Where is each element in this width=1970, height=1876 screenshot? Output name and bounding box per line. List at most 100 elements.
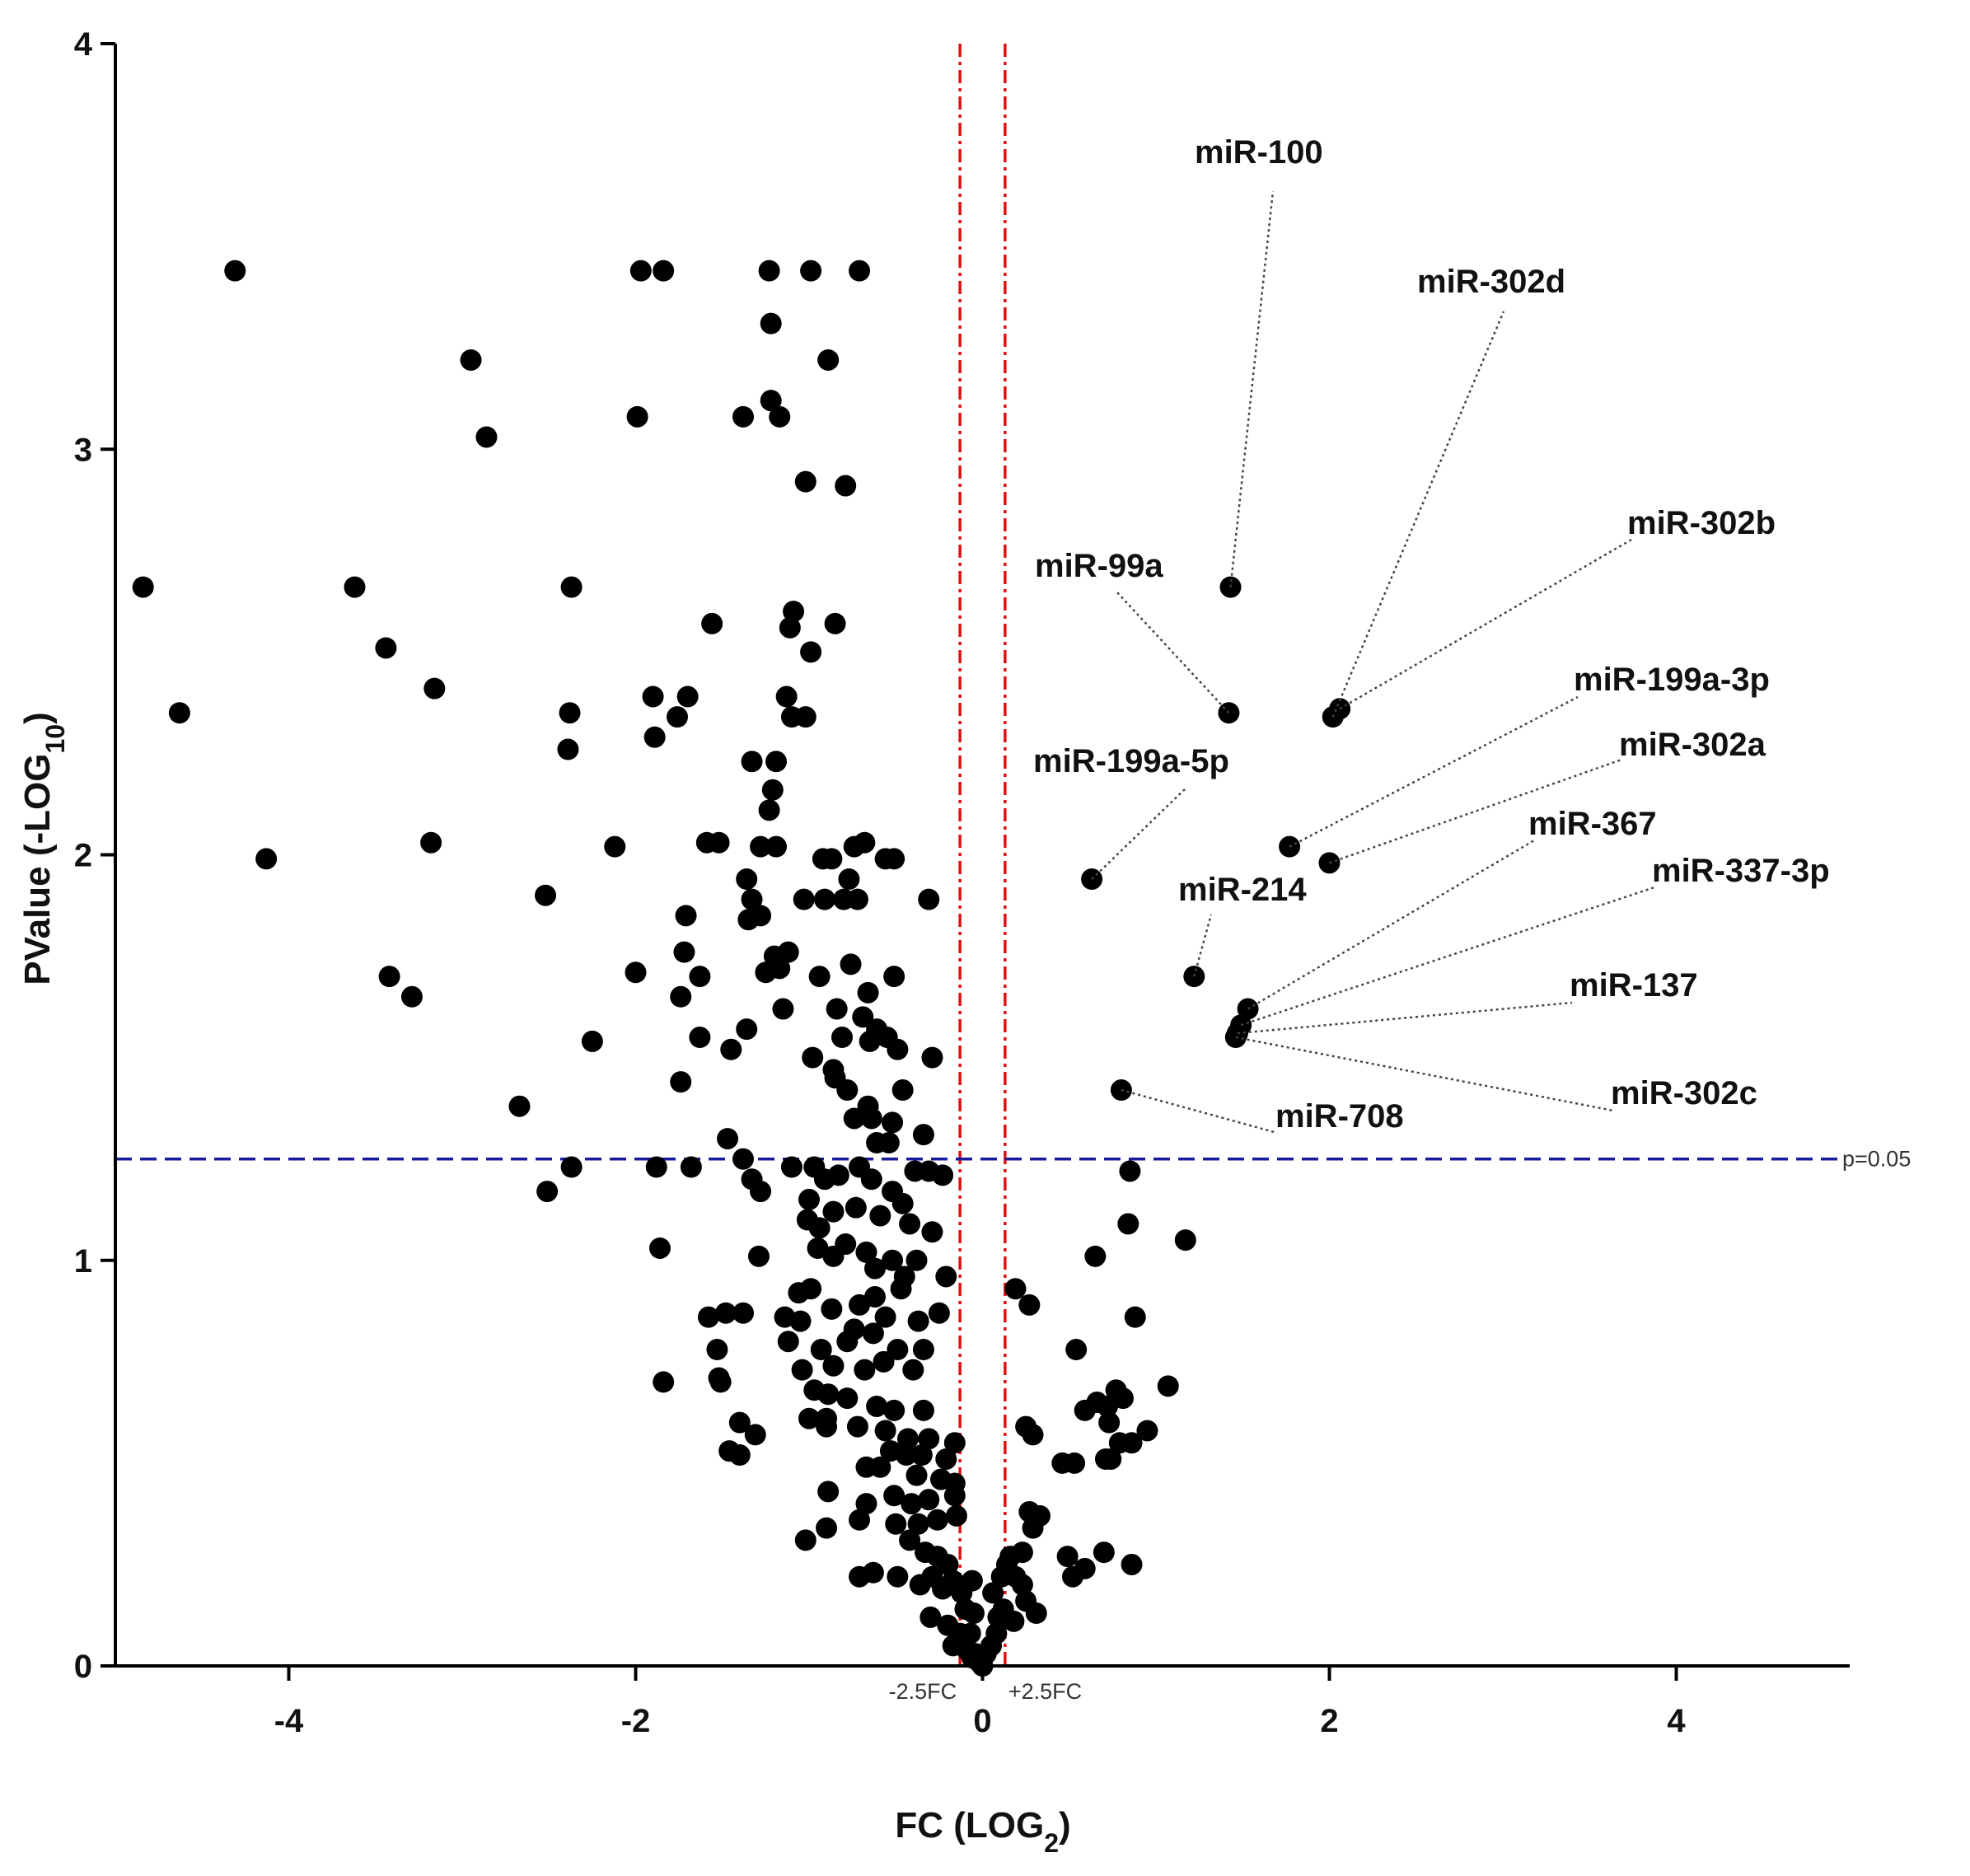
leader-line	[1235, 1036, 1614, 1112]
data-point	[1136, 1420, 1158, 1442]
x-tick-label: 4	[1667, 1703, 1686, 1739]
data-point	[882, 1111, 904, 1134]
data-point	[937, 1553, 959, 1575]
data-point	[902, 1359, 924, 1381]
data-point	[935, 1265, 957, 1288]
data-point	[653, 1371, 675, 1393]
data-point	[912, 1339, 934, 1361]
data-point	[846, 1415, 868, 1438]
x-tick-label: -2	[621, 1703, 651, 1739]
data-point	[821, 848, 843, 870]
data-point	[750, 1181, 772, 1203]
data-point	[1028, 1504, 1051, 1527]
data-point	[885, 1513, 907, 1535]
data-point	[765, 751, 788, 773]
data-point	[780, 1156, 803, 1178]
data-point	[866, 1131, 888, 1153]
data-point	[132, 576, 154, 598]
data-point	[736, 1018, 758, 1041]
data-point	[874, 1306, 896, 1328]
leader-line	[1247, 839, 1535, 1010]
annotation-label: miR-302c	[1611, 1075, 1757, 1111]
data-point	[887, 1038, 909, 1060]
fc-low-threshold-label: -2.5FC	[889, 1679, 957, 1704]
data-point	[777, 1331, 799, 1353]
data-point	[653, 260, 675, 282]
data-point	[866, 1395, 888, 1417]
leader-line	[1237, 1001, 1573, 1035]
data-point	[921, 1221, 943, 1243]
annotation-label: miR-302a	[1619, 727, 1766, 763]
data-point	[854, 831, 876, 854]
data-point	[821, 1298, 843, 1320]
x-tick-label: 0	[973, 1703, 991, 1739]
threshold-lines: -2.5FC +2.5FC p=0.05	[115, 44, 1911, 1704]
data-point	[758, 799, 780, 821]
data-point	[800, 641, 822, 663]
data-point	[945, 1504, 967, 1527]
data-point	[765, 835, 788, 858]
data-point	[673, 941, 695, 963]
data-point	[775, 685, 798, 708]
data-point	[1093, 1542, 1115, 1564]
y-tick-label: 2	[74, 838, 92, 874]
data-point	[907, 1310, 929, 1332]
data-point	[855, 1493, 877, 1515]
data-point	[869, 1205, 891, 1227]
data-point	[859, 1030, 881, 1052]
data-point	[560, 576, 583, 598]
data-point	[375, 637, 397, 659]
data-point	[1157, 1375, 1179, 1397]
data-point	[728, 1411, 751, 1434]
data-point	[808, 1217, 831, 1239]
data-point	[843, 1107, 865, 1130]
data-point	[891, 1079, 914, 1102]
data-point	[869, 1456, 891, 1478]
data-point	[802, 1046, 824, 1069]
data-point	[255, 848, 278, 870]
data-point	[887, 1565, 909, 1588]
data-point	[874, 1420, 896, 1442]
data-point	[680, 1156, 702, 1178]
data-point	[919, 1606, 942, 1628]
data-point	[420, 831, 442, 854]
data-point	[559, 702, 581, 724]
data-point	[794, 706, 817, 728]
data-point	[760, 312, 782, 334]
data-point	[982, 1582, 1004, 1604]
x-tick-label: 2	[1320, 1703, 1338, 1739]
data-point	[670, 985, 692, 1008]
data-point	[928, 1302, 950, 1324]
data-point	[736, 868, 758, 891]
data-point	[1022, 1424, 1044, 1446]
data-point	[1074, 1557, 1096, 1579]
data-point	[857, 981, 879, 1003]
data-point	[728, 1444, 751, 1467]
data-point	[706, 1339, 728, 1361]
data-point	[1098, 1411, 1121, 1434]
data-point	[798, 1188, 820, 1210]
data-point	[732, 1302, 755, 1324]
data-point	[1121, 1553, 1143, 1575]
data-point	[918, 1428, 940, 1450]
data-point	[932, 1164, 954, 1186]
y-tick-label: 0	[74, 1649, 92, 1685]
data-point	[890, 1278, 912, 1300]
data-point	[741, 888, 763, 910]
data-point	[899, 1529, 921, 1551]
data-point	[895, 1444, 917, 1467]
data-point	[789, 1310, 812, 1332]
y-axis-title: PValue (-LOG10)	[17, 712, 70, 985]
data-point	[854, 1359, 876, 1381]
data-point	[1084, 1245, 1107, 1267]
leader-line	[1193, 914, 1213, 977]
data-point	[836, 1331, 859, 1353]
data-point	[798, 1407, 820, 1429]
data-point	[999, 1546, 1022, 1568]
data-point	[943, 1485, 966, 1507]
data-point	[912, 1124, 934, 1146]
data-point	[423, 677, 446, 699]
data-point	[1124, 1306, 1146, 1328]
data-point	[741, 751, 763, 773]
